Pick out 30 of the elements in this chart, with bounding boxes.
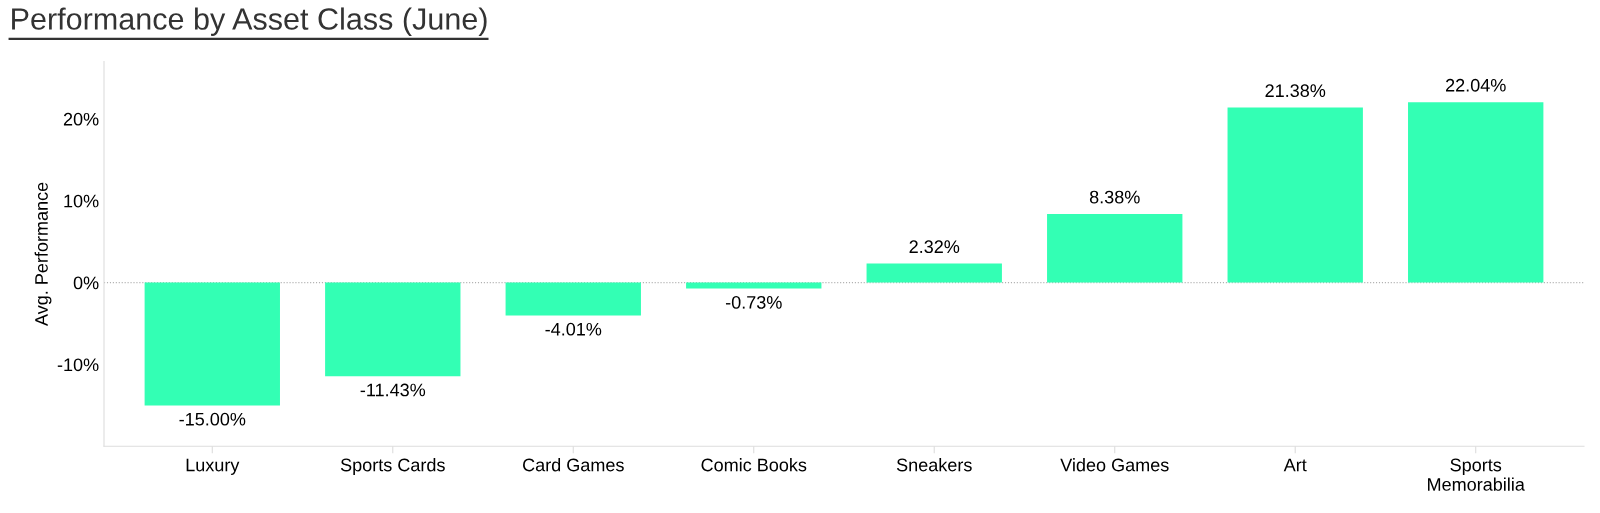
data-label: 2.32% — [909, 240, 960, 254]
bar — [1227, 107, 1363, 283]
bar — [1408, 102, 1544, 283]
x-tick-label: Card Games — [523, 458, 624, 472]
bar — [325, 282, 461, 377]
chart-title: Performance by Asset Class (June) — [12, 7, 487, 36]
data-label: -0.73% — [725, 295, 782, 309]
x-tick-label: Sneakers — [896, 458, 972, 472]
bar — [866, 263, 1002, 283]
x-tick-label: Comic Books — [701, 458, 807, 472]
bar — [144, 282, 280, 406]
y-tick-label: 20% — [63, 112, 99, 126]
data-label: -4.01% — [545, 322, 602, 336]
bar — [686, 282, 822, 289]
x-tick-label: Sports Memorabilia — [1428, 458, 1525, 491]
y-axis-title: Avg. Performance — [34, 182, 52, 326]
data-label: 22.04% — [1446, 78, 1506, 92]
bar — [1047, 213, 1183, 283]
x-tick-label: Sports Cards — [340, 458, 445, 475]
y-tick-label: -10% — [57, 358, 99, 372]
x-tick-label: Luxury — [186, 458, 240, 475]
bar — [505, 282, 641, 316]
y-tick-label: 0% — [73, 276, 99, 290]
y-tick-label: 10% — [64, 194, 99, 208]
data-label: -15.00% — [179, 412, 246, 426]
x-tick-label: Art — [1283, 458, 1307, 472]
data-label: 8.38% — [1089, 190, 1140, 204]
data-label: -11.43% — [360, 383, 426, 397]
x-tick-label: Video Games — [1060, 458, 1169, 472]
data-label: 21.38% — [1265, 84, 1326, 98]
